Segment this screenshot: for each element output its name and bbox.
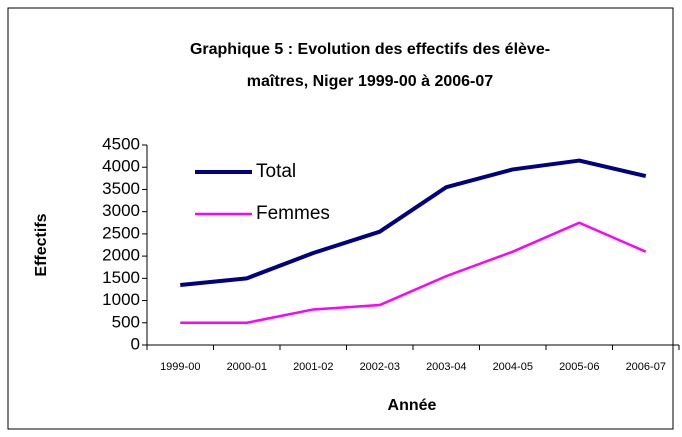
y-tick-label: 500 [112,312,140,331]
y-tick-label: 3000 [102,201,140,220]
chart-border [7,7,674,430]
y-tick-label: 4000 [102,157,140,176]
y-axis-label: Effectifs [33,213,50,276]
x-tick-label: 1999-00 [160,361,200,373]
y-tick-label: 0 [131,334,140,353]
x-tick-label: 2001-02 [293,361,333,373]
x-tick-label: 2004-05 [493,361,533,373]
x-tick-label: 2002-03 [360,361,400,373]
x-tick-label: 2003-04 [426,361,466,373]
x-tick-label: 2005-06 [559,361,599,373]
y-tick-label: 1000 [102,290,140,309]
y-tick-label: 4500 [102,134,140,153]
legend-label: Femmes [256,203,330,224]
y-tick-label: 3500 [102,179,140,198]
x-axis-label: Année [388,397,437,414]
chart-title: maîtres, Niger 1999-00 à 2006-07 [247,73,493,90]
legend-label: Total [256,161,296,182]
series-line [180,221,647,325]
y-tick-label: 2000 [102,246,140,265]
x-tick-label: 2000-01 [227,361,267,373]
x-tick-label: 2006-07 [626,361,666,373]
y-tick-label: 2500 [102,223,140,242]
y-tick-label: 1500 [102,268,140,287]
chart-title: Graphique 5 : Evolution des effectifs de… [190,41,550,58]
series-line [180,158,647,287]
